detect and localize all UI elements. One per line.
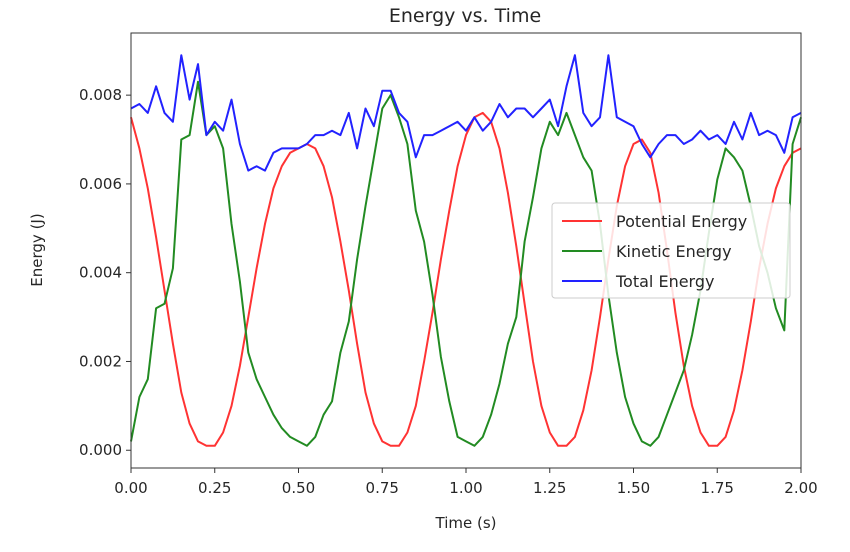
x-tick-label: 0.25 bbox=[198, 479, 231, 497]
y-tick-label: 0.004 bbox=[79, 264, 122, 282]
x-tick-label: 1.50 bbox=[617, 479, 650, 497]
chart-title: Energy vs. Time bbox=[389, 5, 541, 27]
y-tick-label: 0.008 bbox=[79, 86, 122, 104]
x-tick-label: 1.25 bbox=[533, 479, 566, 497]
series-line-total-energy bbox=[130, 54, 802, 172]
x-tick-label: 0.75 bbox=[366, 479, 399, 497]
legend-label: Kinetic Energy bbox=[616, 242, 732, 261]
y-tick-label: 0.002 bbox=[79, 352, 122, 370]
legend-box bbox=[551, 202, 791, 299]
x-tick-label: 2.00 bbox=[784, 479, 817, 497]
series-layer bbox=[130, 54, 802, 447]
legend-label: Potential Energy bbox=[616, 212, 747, 231]
y-tick-label: 0.006 bbox=[79, 175, 122, 193]
series-line-potential-energy bbox=[130, 111, 802, 447]
y-tick-label: 0.000 bbox=[79, 441, 122, 459]
series-line-kinetic-energy bbox=[130, 80, 802, 447]
legend-label: Total Energy bbox=[615, 272, 714, 291]
x-tick-label: 0.00 bbox=[114, 479, 147, 497]
legend-entries: Potential Energy Kinetic Energy Total Ener… bbox=[562, 212, 747, 291]
legend: Potential Energy Kinetic Energy Total Ener… bbox=[551, 202, 791, 299]
x-axis: 0.00 0.25 0.50 0.75 1.00 1.25 1.50 1.75 2.00 bbox=[114, 468, 818, 497]
y-axis: 0.000 0.002 0.004 0.006 0.008 bbox=[79, 86, 131, 459]
x-axis-label: Time (s) bbox=[435, 514, 497, 532]
x-tick-label: 1.00 bbox=[449, 479, 482, 497]
y-axis-label: Energy (J) bbox=[28, 213, 46, 286]
x-tick-label: 1.75 bbox=[701, 479, 734, 497]
x-tick-label: 0.50 bbox=[282, 479, 315, 497]
